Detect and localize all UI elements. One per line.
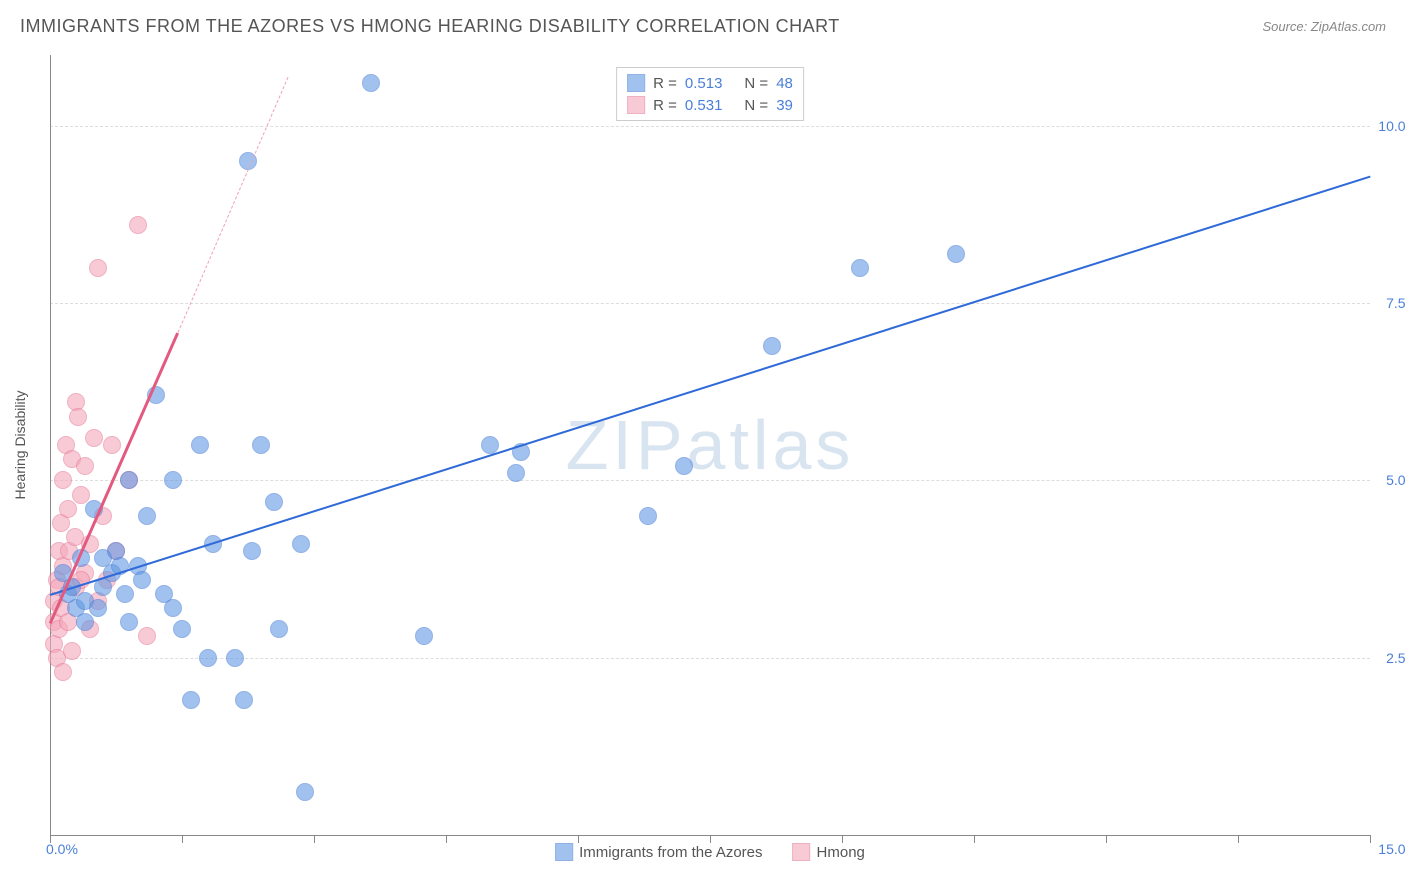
scatter-plot: ZIPatlas 2.5%5.0%7.5%10.0%0.0%15.0% R = … [50,55,1370,835]
data-point [72,486,90,504]
stats-label: R = [653,75,677,92]
x-tick [710,835,711,843]
data-point [63,642,81,660]
data-point [763,337,781,355]
legend-swatch-icon [627,96,645,114]
trend-line-extrapolated [177,77,288,333]
x-tick [842,835,843,843]
data-point [199,649,217,667]
stats-row: R = 0.513 N = 48 [627,72,793,94]
data-point [265,493,283,511]
y-axis-line [50,55,51,835]
y-tick-label: 7.5% [1386,295,1406,311]
grid-line [50,126,1370,127]
grid-line [50,658,1370,659]
stats-value-n: 48 [776,75,793,92]
stats-row: R = 0.531 N = 39 [627,94,793,116]
data-point [120,471,138,489]
data-point [76,613,94,631]
data-point [164,599,182,617]
data-point [89,259,107,277]
stats-value-r: 0.531 [685,97,723,114]
grid-line [50,480,1370,481]
data-point [226,649,244,667]
stats-label: N = [744,75,768,92]
data-point [270,620,288,638]
x-tick-label: 15.0% [1378,841,1406,857]
data-point [138,627,156,645]
stats-label: R = [653,97,677,114]
x-tick [974,835,975,843]
data-point [164,471,182,489]
data-point [639,507,657,525]
data-point [296,783,314,801]
data-point [675,457,693,475]
data-point [54,663,72,681]
stats-label: N = [744,97,768,114]
legend-label: Immigrants from the Azores [579,844,762,861]
data-point [362,74,380,92]
data-point [94,549,112,567]
legend-label: Hmong [817,844,865,861]
stats-box: R = 0.513 N = 48 R = 0.531 N = 39 [616,67,804,121]
legend-item-hmong: Hmong [793,843,865,861]
y-tick-label: 5.0% [1386,472,1406,488]
x-tick [1370,835,1371,843]
trend-line [50,176,1371,596]
data-point [69,408,87,426]
data-point [138,507,156,525]
data-point [243,542,261,560]
data-point [191,436,209,454]
y-tick-label: 10.0% [1378,118,1406,134]
x-tick [578,835,579,843]
data-point [173,620,191,638]
legend-swatch-icon [793,843,811,861]
chart-source: Source: ZipAtlas.com [1262,19,1386,34]
data-point [851,259,869,277]
data-point [292,535,310,553]
x-tick [182,835,183,843]
data-point [415,627,433,645]
chart-area: Hearing Disability ZIPatlas 2.5%5.0%7.5%… [50,55,1370,835]
x-tick [314,835,315,843]
x-tick [446,835,447,843]
data-point [54,471,72,489]
data-point [76,457,94,475]
data-point [116,585,134,603]
grid-line [50,303,1370,304]
legend-item-azores: Immigrants from the Azores [555,843,762,861]
data-point [59,500,77,518]
legend-swatch-icon [627,74,645,92]
data-point [133,571,151,589]
x-tick [1238,835,1239,843]
data-point [947,245,965,263]
stats-value-r: 0.513 [685,75,723,92]
data-point [129,216,147,234]
y-axis-label: Hearing Disability [12,391,28,500]
data-point [103,436,121,454]
stats-value-n: 39 [776,97,793,114]
chart-title: IMMIGRANTS FROM THE AZORES VS HMONG HEAR… [20,16,840,37]
bottom-legend: Immigrants from the Azores Hmong [555,843,865,861]
y-tick-label: 2.5% [1386,650,1406,666]
data-point [235,691,253,709]
data-point [182,691,200,709]
data-point [252,436,270,454]
data-point [89,599,107,617]
legend-swatch-icon [555,843,573,861]
x-tick [1106,835,1107,843]
data-point [85,429,103,447]
x-tick-label: 0.0% [46,841,78,857]
data-point [507,464,525,482]
data-point [120,613,138,631]
